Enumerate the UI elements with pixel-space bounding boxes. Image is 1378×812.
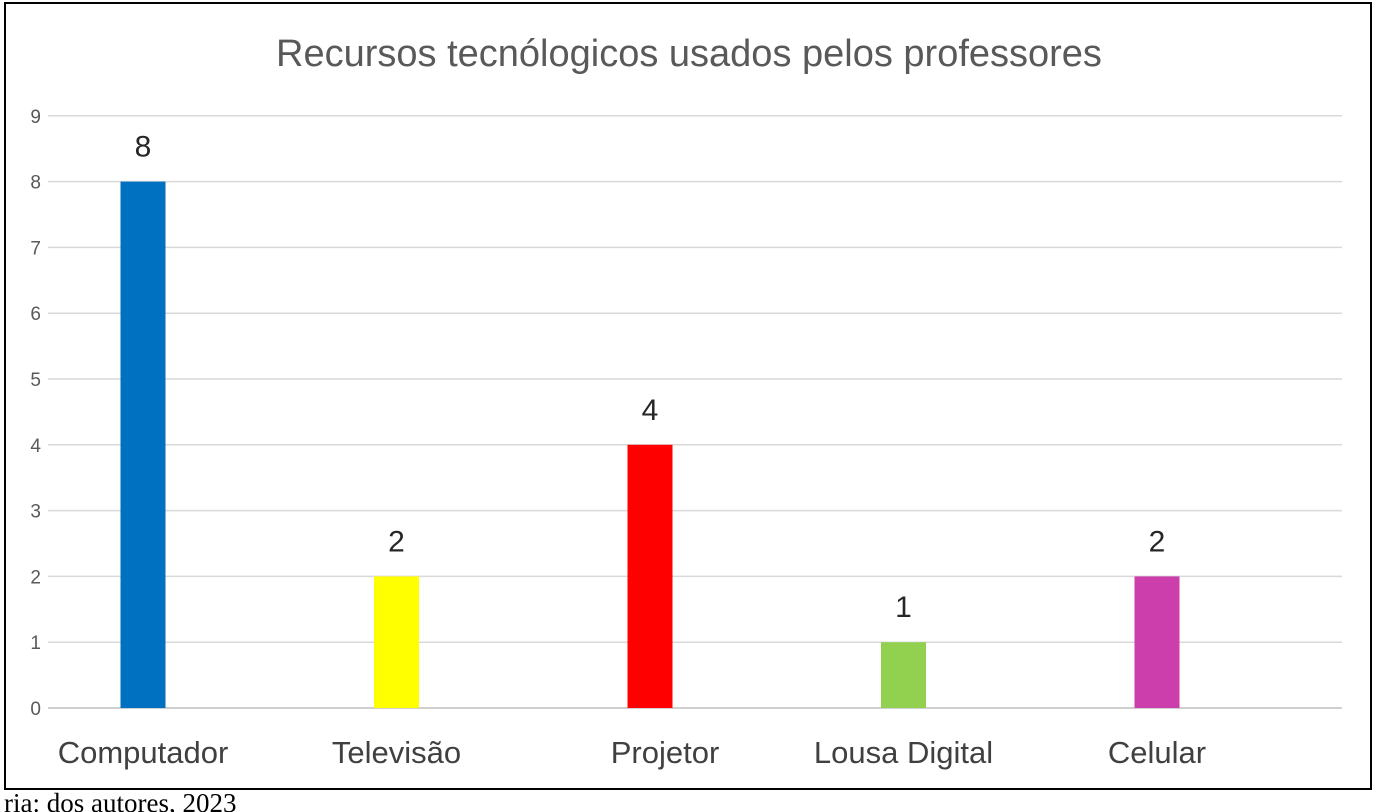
gridlines — [48, 115, 1342, 709]
data-labels: 8 2 4 1 2 — [135, 131, 1166, 625]
bar — [1134, 576, 1180, 708]
x-tick-label: Computador — [58, 735, 229, 770]
y-tick-label: 4 — [30, 436, 41, 457]
x-tick-label: Projetor — [611, 735, 720, 770]
y-tick-label: 5 — [30, 370, 41, 391]
y-tick-label: 7 — [30, 238, 41, 259]
x-tick-label: Celular — [1108, 735, 1206, 770]
data-label: 2 — [1149, 525, 1166, 558]
data-label: 1 — [895, 591, 912, 624]
y-tick-label: 9 — [30, 107, 41, 128]
x-axis-ticks: Computador Televisão Projetor Lousa Digital… — [58, 735, 1206, 770]
bar-chart: Recursos tecnólogicos usados pelos profe… — [30, 33, 1342, 770]
x-tick-label: Lousa Digital — [814, 735, 993, 770]
y-tick-label: 6 — [30, 304, 41, 325]
x-tick-label: Televisão — [332, 735, 461, 770]
y-tick-label: 8 — [30, 173, 41, 194]
data-label: 8 — [135, 131, 152, 164]
y-axis-ticks: 0 1 2 3 4 5 6 7 8 9 — [30, 107, 41, 720]
figure-caption: ria: dos autores, 2023 — [4, 788, 237, 812]
data-label: 2 — [388, 525, 405, 558]
data-label: 4 — [642, 394, 659, 427]
chart-title: Recursos tecnólogicos usados pelos profe… — [276, 33, 1102, 75]
bar — [120, 181, 166, 709]
y-tick-label: 0 — [30, 699, 41, 720]
y-tick-label: 2 — [30, 567, 41, 588]
bar — [881, 642, 926, 708]
bar — [627, 444, 673, 708]
y-tick-label: 1 — [30, 633, 41, 654]
bars — [120, 181, 1180, 709]
bar — [374, 576, 419, 708]
y-tick-label: 3 — [30, 502, 41, 523]
